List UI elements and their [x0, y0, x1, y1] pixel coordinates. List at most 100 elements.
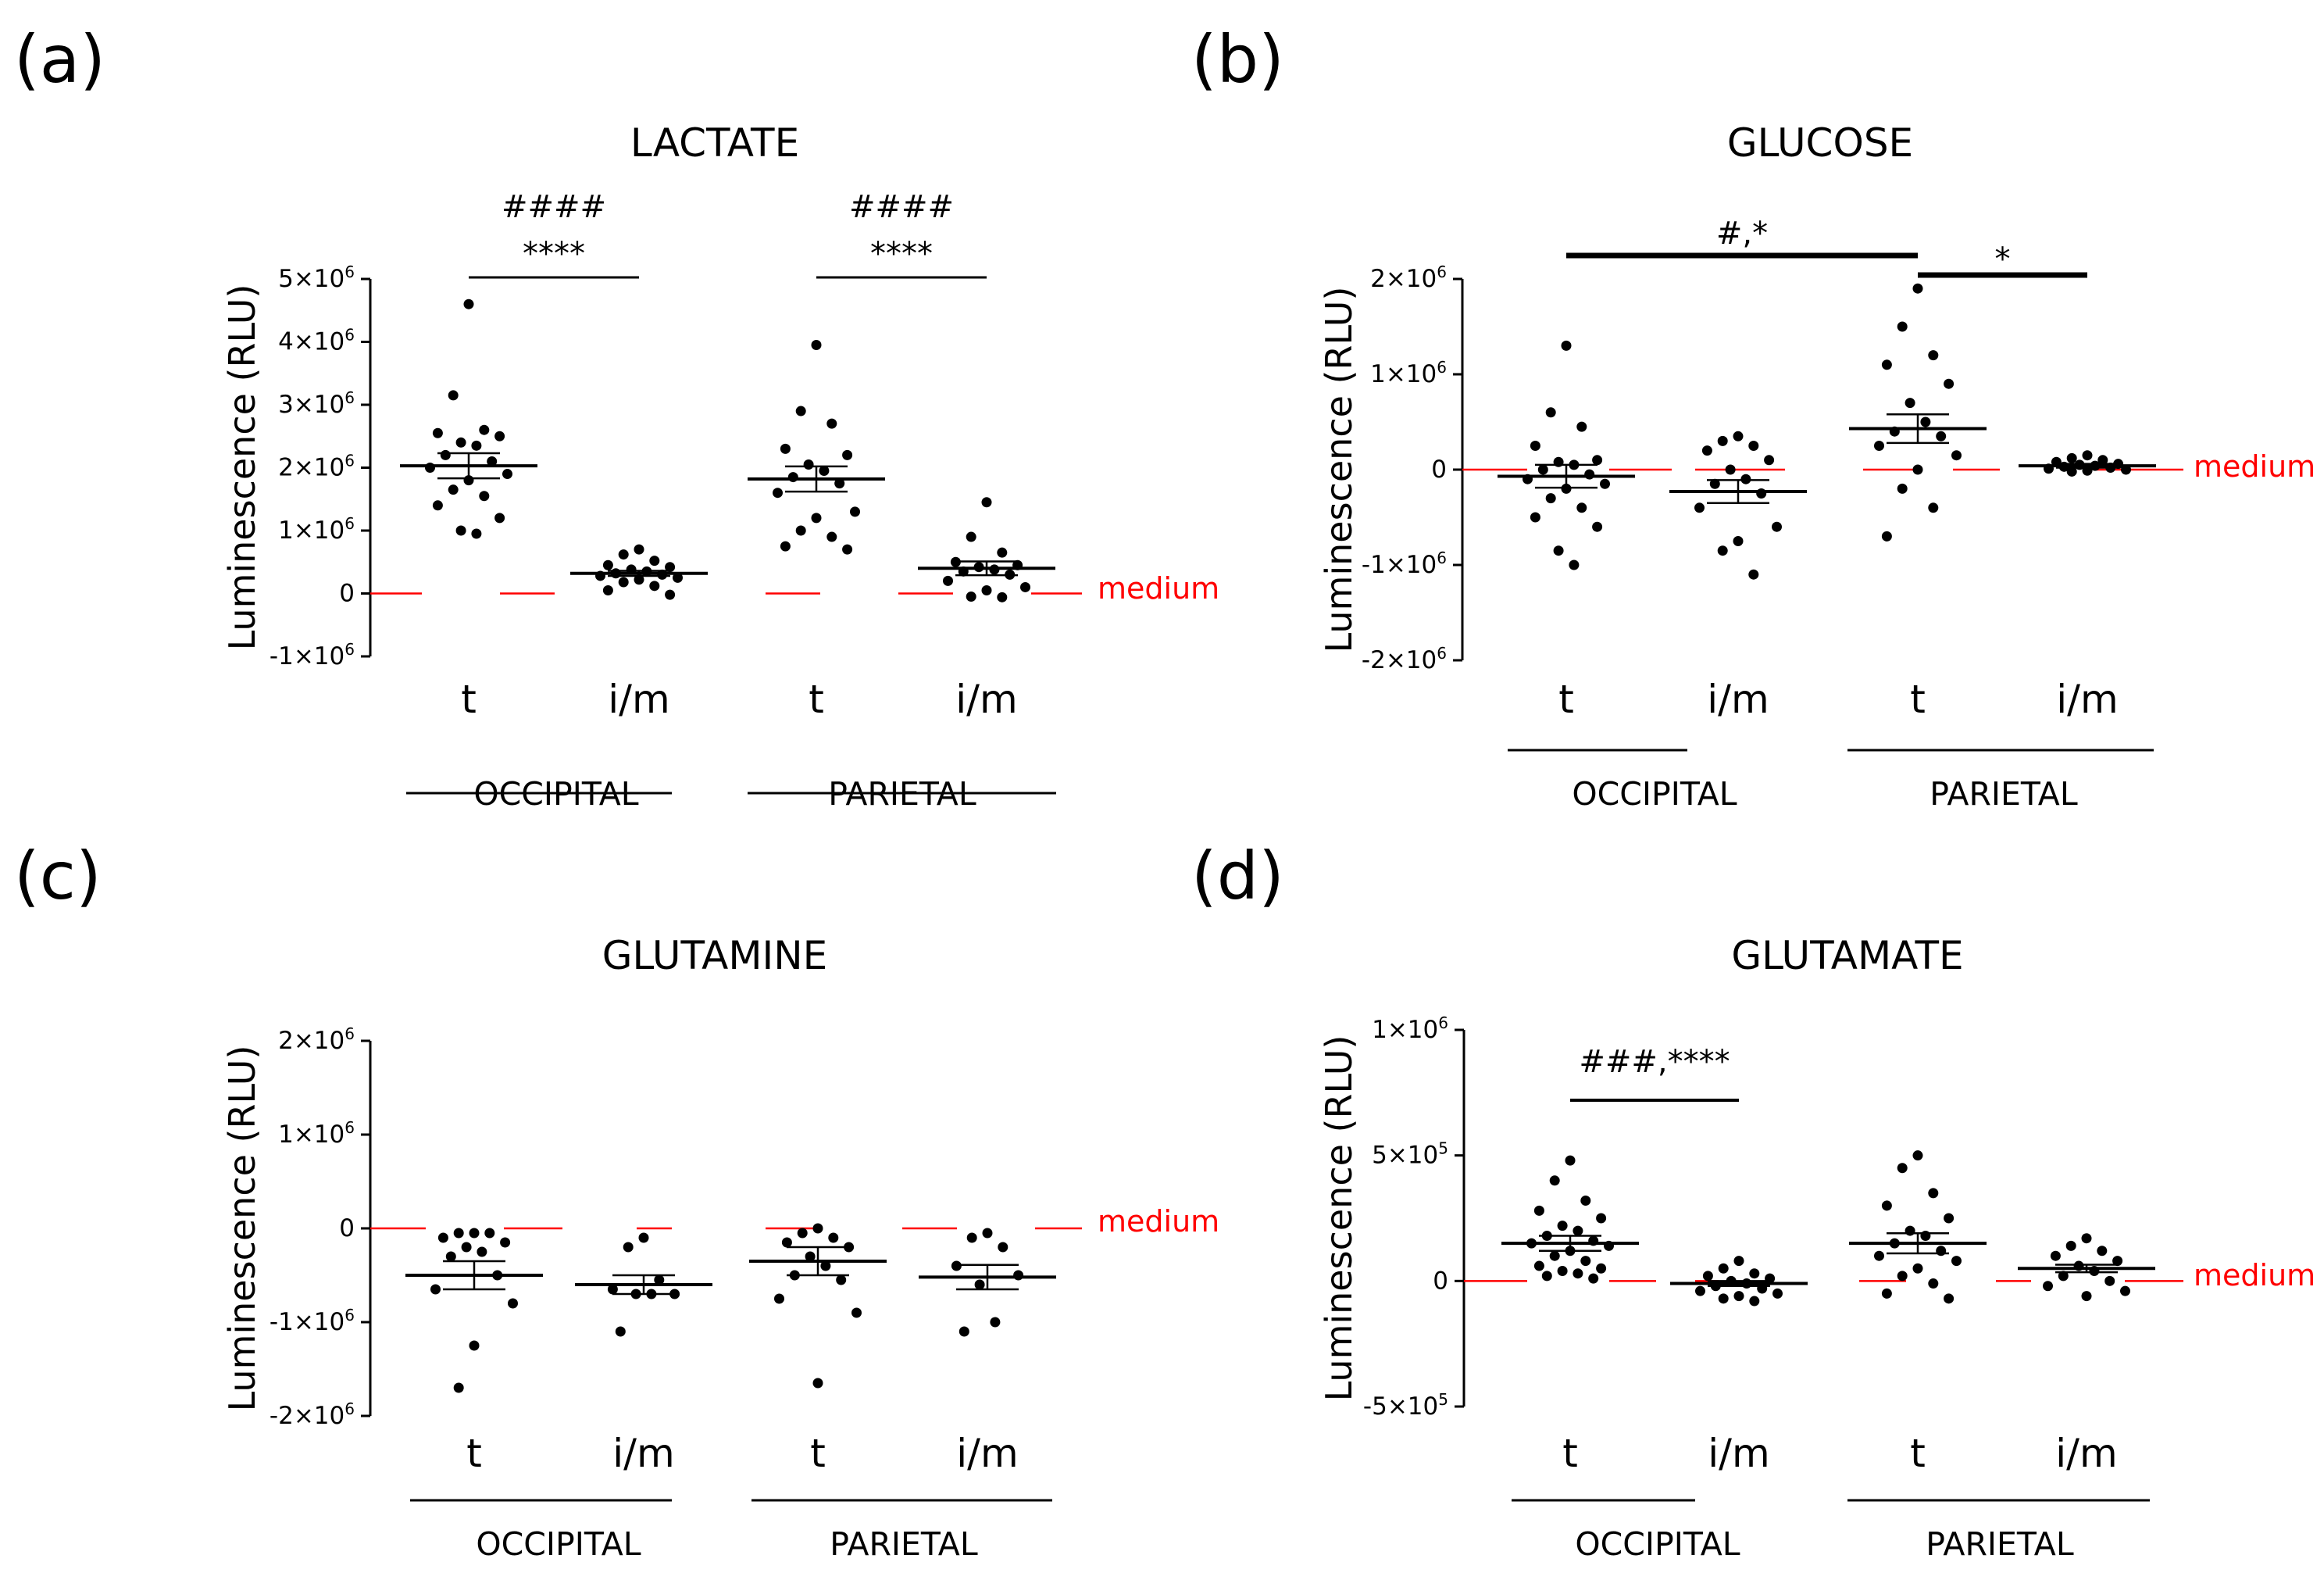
data-point [2081, 1291, 2092, 1302]
significance-label: **** [523, 236, 585, 272]
data-point [2112, 1256, 2123, 1267]
data-point [1733, 1291, 1744, 1302]
data-point [445, 1251, 456, 1262]
data-point [1928, 350, 1939, 361]
group-label: PARIETAL [1930, 775, 2078, 813]
data-point [453, 1382, 464, 1393]
data-point [1764, 455, 1775, 466]
data-point [828, 1232, 839, 1243]
data-point [998, 1242, 1008, 1253]
data-point [1756, 488, 1767, 499]
data-point [981, 584, 992, 595]
data-point [1694, 502, 1705, 513]
data-point [2066, 452, 2077, 463]
data-point [990, 1317, 1001, 1328]
data-point [1576, 421, 1587, 432]
data-point [634, 574, 644, 585]
x-category-label: t [809, 677, 824, 722]
x-category-label: t [1562, 1431, 1578, 1476]
data-point [1530, 441, 1540, 451]
data-point [811, 340, 822, 351]
data-point [1881, 1200, 1892, 1211]
data-point [432, 500, 443, 511]
data-point [618, 549, 629, 560]
data-point [1874, 1250, 1884, 1261]
x-category-label: t [1910, 1431, 1926, 1476]
significance-label: #### [502, 189, 606, 225]
data-point [1573, 1225, 1583, 1236]
data-point [805, 1251, 816, 1262]
data-point [649, 581, 660, 592]
x-category-label: i/m [956, 1431, 1018, 1476]
data-point [602, 584, 613, 595]
data-point [2050, 1250, 2061, 1261]
data-point [826, 418, 837, 429]
data-point [500, 1237, 511, 1248]
data-point [774, 1293, 784, 1304]
data-point [1772, 1288, 1783, 1299]
y-axis-label: Luminescence (RLU) [221, 284, 263, 651]
data-point [1905, 398, 1915, 409]
data-point [634, 544, 644, 555]
data-point [1748, 569, 1759, 580]
data-point [2065, 1240, 2076, 1251]
data-point [787, 472, 798, 483]
y-tick-label: 1×106 [278, 1118, 355, 1149]
data-point [463, 298, 474, 309]
data-point [430, 1284, 441, 1295]
data-point [1772, 521, 1782, 532]
data-point [469, 1228, 480, 1239]
y-tick-label: 0 [339, 580, 355, 608]
group-label: OCCIPITAL [1575, 1525, 1740, 1563]
y-tick-label: 1×106 [278, 514, 355, 545]
significance-label: **** [870, 236, 933, 272]
group-label: PARIETAL [830, 1525, 978, 1563]
data-point [1912, 464, 1923, 475]
y-axis-label: Luminescence (RLU) [221, 1046, 263, 1412]
x-category-label: i/m [1708, 1431, 1769, 1476]
data-point [997, 547, 1008, 558]
group-label: PARIETAL [828, 775, 976, 813]
y-tick-label: -1×106 [270, 640, 355, 670]
panel-letter: (d) [1191, 838, 1284, 914]
data-point [673, 572, 683, 583]
data-point [1533, 1260, 1544, 1271]
data-point [974, 1279, 985, 1290]
data-point [1596, 1213, 1607, 1224]
group-label: OCCIPITAL [476, 1525, 641, 1563]
y-tick-label: 2×106 [278, 1024, 355, 1055]
y-tick-label: 5×105 [1372, 1139, 1448, 1170]
y-tick-label: 4×106 [278, 326, 355, 356]
data-point [781, 1237, 792, 1248]
data-point [820, 1260, 831, 1271]
significance-label: * [1995, 241, 2011, 277]
data-point [1588, 1273, 1599, 1284]
data-point [1718, 1293, 1729, 1304]
data-point [1733, 431, 1744, 441]
data-point [966, 531, 976, 542]
data-point [469, 1340, 480, 1351]
y-tick-label: -1×106 [1362, 549, 1447, 579]
data-point [1718, 1263, 1729, 1274]
data-point [1709, 478, 1720, 489]
data-point [1541, 1271, 1552, 1282]
x-category-label: t [1558, 677, 1574, 722]
x-category-label: i/m [2055, 1431, 2117, 1476]
panel-letter: (c) [14, 838, 102, 914]
data-point [502, 469, 512, 480]
data-point [1533, 1205, 1544, 1216]
data-point [1951, 1256, 1962, 1267]
data-point [2120, 1285, 2130, 1296]
data-point [1600, 478, 1610, 489]
data-point [437, 1232, 448, 1243]
data-point [795, 525, 806, 536]
x-category-label: i/m [955, 677, 1017, 722]
x-category-label: t [466, 1431, 482, 1476]
panel-letter: (a) [14, 21, 105, 98]
data-point [432, 427, 443, 438]
data-point [1936, 1246, 1947, 1256]
data-point [1573, 1268, 1583, 1279]
data-point [638, 1232, 649, 1243]
data-point [780, 541, 791, 552]
data-point [2104, 1275, 2115, 1286]
